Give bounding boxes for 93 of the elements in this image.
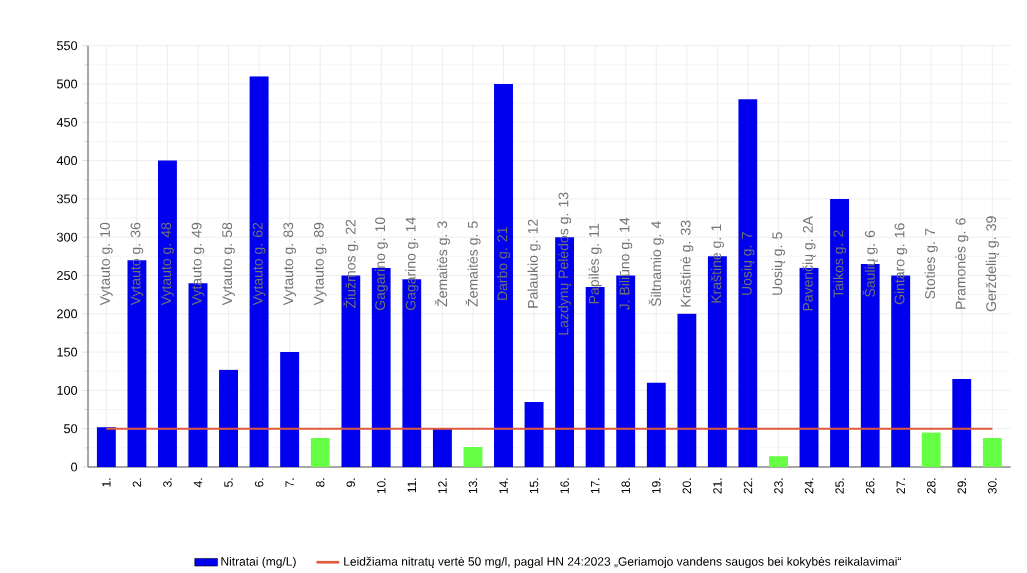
y-tick-label: 100 bbox=[57, 385, 78, 395]
annotation: Gagarino g. 14 bbox=[405, 217, 419, 311]
bar bbox=[249, 76, 269, 468]
x-tick-label: 18. bbox=[621, 478, 630, 494]
annotation: Žemaitės g. 5 bbox=[465, 221, 481, 307]
annotation: Uosių g. 5 bbox=[771, 232, 785, 295]
x-tick-label: 4. bbox=[193, 478, 203, 488]
annotation: Gintaro g. 16 bbox=[894, 223, 908, 305]
annotation: Vytauto g. 83 bbox=[283, 222, 296, 306]
annotation: J. Biliūno g. 14 bbox=[619, 217, 633, 311]
y-tick-label: 450 bbox=[56, 117, 78, 127]
y-tick-label: 200 bbox=[57, 309, 78, 319]
annotation: Uosių g. 7 bbox=[741, 232, 755, 295]
y-tick-label: 550 bbox=[56, 41, 78, 51]
annotation: Vytauto g. 36 bbox=[130, 222, 144, 306]
bar bbox=[432, 428, 452, 468]
x-tick-label: 20. bbox=[682, 478, 692, 494]
legend-label: Leidžiama nitratų vertė 50 mg/l, pagal HN 24:2023 „Geriamojo vandens saugos bei kokybės reikalavimai“ bbox=[344, 556, 901, 569]
annotation: Palaukio g. 12 bbox=[527, 219, 541, 308]
bar bbox=[982, 437, 1002, 468]
y-tick-label: 0 bbox=[71, 462, 78, 472]
x-tick-label: 23. bbox=[774, 478, 783, 494]
x-tick-label: 8. bbox=[315, 478, 325, 487]
annotation: Žemaitės g. 3 bbox=[434, 221, 450, 307]
y-tick-label: 350 bbox=[56, 194, 78, 204]
bar bbox=[96, 427, 116, 468]
x-tick-label: 26. bbox=[865, 478, 875, 494]
x-tick-label: 5. bbox=[224, 478, 233, 487]
annotation: Kraštinė g. 1 bbox=[710, 224, 724, 303]
bar bbox=[463, 447, 483, 468]
x-tick-label: 15. bbox=[529, 478, 539, 494]
bar bbox=[280, 352, 300, 468]
annotation: Vytauto g. 89 bbox=[313, 222, 327, 306]
x-tick-label: 17. bbox=[591, 478, 600, 494]
x-tick-label: 10. bbox=[377, 478, 386, 494]
annotation: Papilės g. 11 bbox=[588, 223, 602, 304]
annotation: Gagarino g. 10 bbox=[374, 217, 388, 311]
annotation: Pavenčių g. 2A bbox=[802, 216, 816, 311]
x-tick-label: 12. bbox=[438, 478, 447, 494]
x-tick-label: 11. bbox=[407, 478, 416, 493]
annotation: Žiužmos g. 22 bbox=[343, 219, 359, 308]
annotation: Gerždelių g. 39 bbox=[985, 216, 999, 312]
annotation: Vytauto g. 10 bbox=[100, 222, 113, 306]
x-tick-label: 19. bbox=[652, 478, 661, 494]
y-tick-label: 50 bbox=[64, 424, 78, 434]
annotation: Darbo g. 21 bbox=[496, 227, 511, 300]
bar bbox=[494, 84, 513, 468]
bar bbox=[524, 401, 544, 468]
x-tick-label: 2. bbox=[132, 478, 142, 487]
annotation: Šaulių g. 6 bbox=[862, 230, 878, 297]
annotation: Vytauto g. 58 bbox=[222, 222, 235, 306]
bar bbox=[830, 198, 850, 468]
annotation: Stoties g. 7 bbox=[924, 228, 938, 299]
bar bbox=[157, 160, 177, 468]
legend-label: Nitratai (mg/L) bbox=[221, 556, 296, 569]
y-tick-label: 500 bbox=[56, 79, 78, 89]
annotation: Kraštinė g. 33 bbox=[680, 220, 694, 307]
x-tick-label: 9. bbox=[346, 478, 356, 487]
bar bbox=[769, 456, 788, 468]
bar bbox=[738, 99, 758, 468]
bar bbox=[127, 260, 147, 468]
bar bbox=[310, 437, 330, 468]
x-tick-label: 3. bbox=[163, 478, 172, 487]
x-tick-label: 29. bbox=[957, 478, 967, 494]
y-tick-label: 150 bbox=[57, 347, 78, 357]
x-tick-label: 6. bbox=[254, 478, 264, 487]
annotation: Vytauto g. 48 bbox=[161, 222, 174, 306]
x-tick-label: 16. bbox=[560, 478, 569, 494]
x-tick-label: 7. bbox=[285, 478, 294, 487]
y-tick-label: 250 bbox=[57, 271, 78, 281]
x-tick-label: 21. bbox=[713, 478, 722, 494]
x-tick-label: 1. bbox=[102, 478, 111, 487]
annotation: Taikos g. 2 bbox=[833, 230, 847, 298]
annotation: Vytauto g. 62 bbox=[252, 222, 266, 306]
x-tick-label: 24. bbox=[804, 478, 814, 494]
x-tick-label: 30. bbox=[988, 478, 997, 494]
bar bbox=[677, 313, 697, 468]
bar bbox=[219, 369, 239, 468]
x-tick-label: 25. bbox=[835, 478, 844, 494]
annotation: Šiltnamio g. 4 bbox=[648, 221, 664, 307]
bar bbox=[921, 432, 941, 468]
x-tick-label: 14. bbox=[499, 478, 508, 494]
bar bbox=[646, 382, 666, 468]
annotation: Lazdynų Pelėdos g. 13 bbox=[558, 192, 572, 335]
annotation: Pramonės g. 6 bbox=[955, 218, 969, 309]
x-tick-label: 13. bbox=[468, 478, 478, 494]
annotation: Vytauto g. 49 bbox=[191, 222, 205, 306]
x-tick-label: 28. bbox=[926, 478, 936, 494]
bar bbox=[952, 378, 972, 468]
y-tick-label: 300 bbox=[56, 232, 78, 242]
y-tick-label: 400 bbox=[56, 156, 78, 166]
x-tick-label: 22. bbox=[743, 478, 753, 494]
x-tick-label: 27. bbox=[896, 478, 905, 494]
